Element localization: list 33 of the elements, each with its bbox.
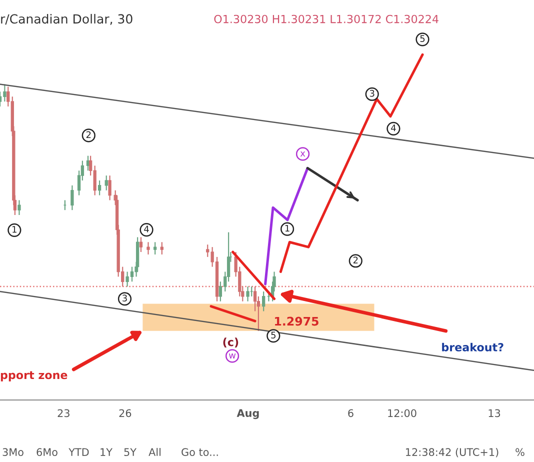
x-tick-label: Aug: [236, 409, 259, 420]
annotation: 1: [12, 226, 16, 233]
chart-subtitle: O1.30230 H1.30231 L1.30172 C1.30224: [214, 14, 438, 24]
text: 12:38:42 (UTC+1): [406, 448, 498, 458]
text: 1Y: [100, 448, 113, 456]
annotation: 3: [122, 294, 127, 302]
annotation: x: [300, 152, 306, 156]
annotation: 4: [144, 226, 149, 232]
annotation: 5: [271, 332, 276, 338]
text: Go to...: [182, 448, 218, 456]
text: w: [228, 354, 236, 358]
annotation: 4: [391, 124, 396, 132]
annotation: 5: [420, 35, 425, 42]
text: All: [148, 448, 160, 456]
x-tick-label: 23: [58, 409, 70, 418]
annotation: 3: [370, 90, 374, 97]
text: 3Mo: [2, 448, 24, 456]
x-tick-label: 26: [119, 409, 132, 418]
text: 5Y: [124, 448, 137, 456]
text: 6Mo: [36, 448, 58, 456]
x-tick-label: 6: [348, 409, 354, 418]
text: (c): [223, 338, 238, 348]
annotation: 2: [86, 131, 91, 138]
text: %: [516, 448, 524, 456]
chart-title: r/Canadian Dollar, 30: [1, 14, 132, 25]
annotation: 2: [353, 256, 358, 264]
annotation: pport zone: [0, 371, 68, 382]
text: breakout?: [442, 342, 504, 352]
x-tick-label: 12:00: [388, 409, 416, 418]
band-label: 1.2975: [275, 316, 318, 326]
annotation: 1: [285, 224, 290, 232]
x-tick-label: 13: [488, 409, 500, 418]
text: YTD: [68, 448, 89, 456]
